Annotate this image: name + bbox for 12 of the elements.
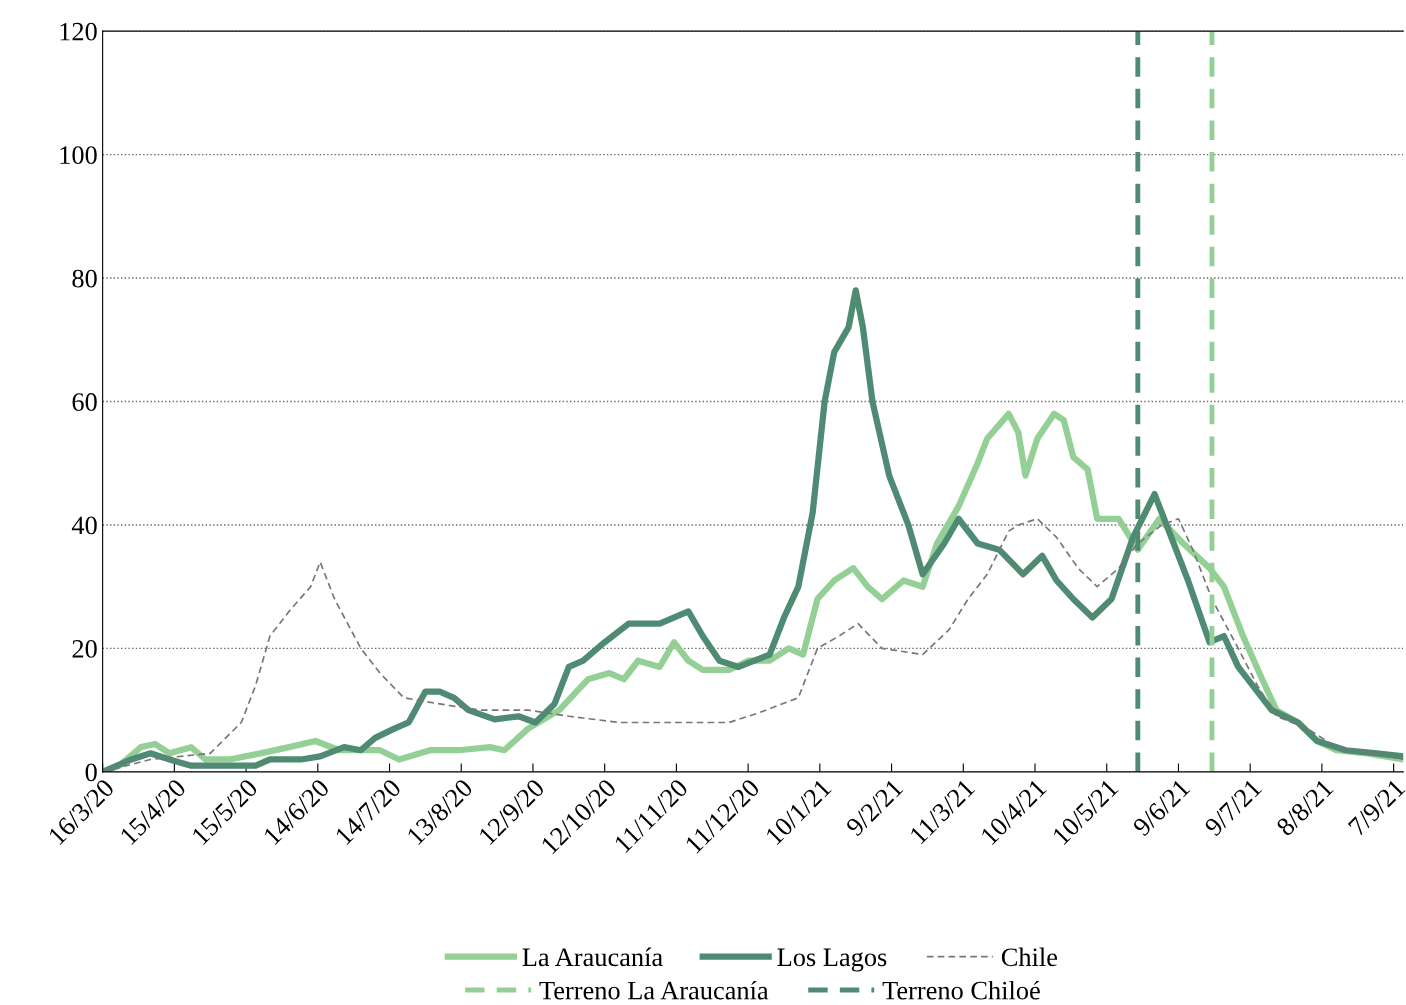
y-tick-label: 100 bbox=[60, 146, 97, 165]
y-tick-label: 120 bbox=[60, 22, 97, 41]
y-tick-label: 0 bbox=[85, 763, 97, 782]
y-tick-label: 60 bbox=[72, 393, 97, 411]
legend-label: Terreno Chiloé bbox=[882, 980, 1040, 1000]
legend-label: Terreno La Araucanía bbox=[539, 980, 769, 1000]
legend-label: La Araucanía bbox=[522, 947, 663, 967]
y-tick-label: 20 bbox=[72, 640, 97, 658]
legend-label: Los Lagos bbox=[777, 948, 887, 972]
legend-label: Chile bbox=[1001, 947, 1058, 967]
y-tick-label: 40 bbox=[71, 516, 97, 535]
y-tick-label: 80 bbox=[72, 269, 97, 288]
